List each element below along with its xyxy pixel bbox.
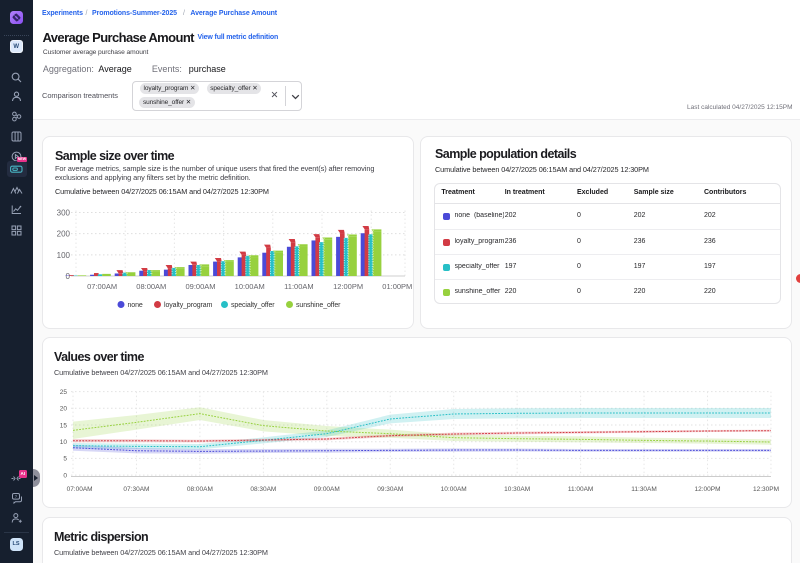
svg-text:11:00AM: 11:00AM: [284, 282, 313, 291]
svg-text:07:30AM: 07:30AM: [123, 486, 149, 493]
svg-text:?: ?: [14, 494, 17, 499]
svg-text:10:00AM: 10:00AM: [441, 486, 467, 493]
svg-text:300: 300: [57, 208, 71, 217]
svg-text:20: 20: [60, 406, 68, 413]
svg-text:12:00PM: 12:00PM: [333, 282, 363, 291]
svg-text:10: 10: [60, 439, 68, 446]
svg-text:specialty_offer: specialty_offer: [231, 302, 275, 309]
svg-text:10:00AM: 10:00AM: [235, 282, 265, 291]
svg-text:none: none: [128, 302, 143, 309]
svg-text:11:00AM: 11:00AM: [568, 486, 594, 493]
svg-text:07:00AM: 07:00AM: [87, 282, 117, 291]
svg-text:25: 25: [60, 389, 68, 396]
svg-text:08:30AM: 08:30AM: [250, 486, 276, 493]
svg-text:09:00AM: 09:00AM: [185, 282, 215, 291]
svg-text:0: 0: [66, 272, 71, 281]
svg-text:sunshine_offer: sunshine_offer: [296, 302, 341, 309]
svg-text:200: 200: [57, 229, 71, 238]
svg-text:07:00AM: 07:00AM: [67, 486, 93, 493]
svg-text:loyalty_program: loyalty_program: [164, 302, 213, 309]
svg-text:100: 100: [57, 250, 71, 259]
svg-text:5: 5: [63, 456, 67, 463]
svg-text:08:00AM: 08:00AM: [136, 282, 166, 291]
svg-text:09:30AM: 09:30AM: [377, 486, 403, 493]
svg-text:08:00AM: 08:00AM: [187, 486, 213, 493]
svg-text:11:30AM: 11:30AM: [631, 486, 657, 493]
svg-text:10:30AM: 10:30AM: [504, 486, 530, 493]
svg-text:0: 0: [63, 472, 67, 479]
svg-text:12:00PM: 12:00PM: [694, 486, 720, 493]
svg-text:15: 15: [60, 422, 68, 429]
svg-text:01:00PM: 01:00PM: [382, 282, 412, 291]
svg-text:09:00AM: 09:00AM: [314, 486, 340, 493]
svg-text:12:30PM: 12:30PM: [753, 486, 779, 493]
